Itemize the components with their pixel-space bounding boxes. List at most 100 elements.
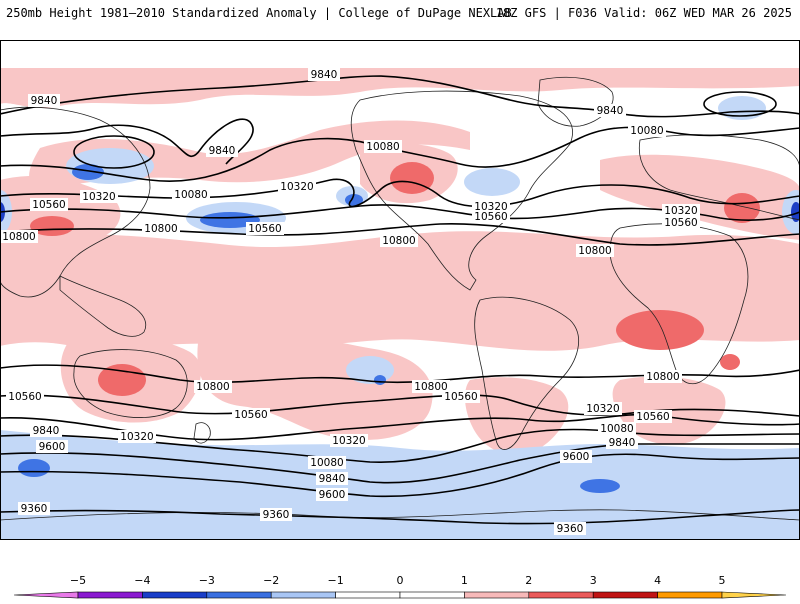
anomaly-min-south-pacific: [374, 375, 386, 385]
contour-9840-pacific: [0, 118, 254, 165]
contour-label: 10800: [644, 370, 682, 383]
map-area[interactable]: 9840 9840 9840 9840 10080 10080 10080 10…: [0, 40, 800, 540]
contour-label-text: 10560: [248, 223, 281, 235]
anomaly-south-pacific: [197, 328, 433, 440]
strong-positive-anomaly-shading: [30, 162, 760, 396]
contour-label-text: 10800: [578, 245, 611, 257]
contour-label: 9600: [36, 440, 68, 453]
contour-label-text: 10320: [120, 431, 153, 443]
contour-label-text: 9360: [557, 523, 584, 535]
contour-label-text: 9840: [311, 69, 338, 81]
colorbar-tick-label: −3: [199, 574, 215, 587]
header: 250mb Height 1981–2010 Standardized Anom…: [0, 0, 800, 28]
coast-antarctica: [0, 509, 800, 521]
model-run-label: 18Z GFS | F036 Valid: 06Z WED MAR 26 202…: [495, 6, 792, 20]
contour-label: 9840: [308, 68, 340, 81]
map-title: 250mb Height 1981–2010 Standardized Anom…: [6, 6, 512, 20]
contour-label: 10800: [0, 230, 38, 243]
colorbar-tick-label: −4: [134, 574, 150, 587]
contour-label: 9600: [316, 488, 348, 501]
anomaly-neg-scandinavia: [718, 96, 766, 120]
anomaly-max-asia: [30, 216, 74, 236]
colorbar-swatch: [206, 591, 272, 599]
contour-label: 10320: [118, 430, 156, 443]
contour-label-text: 9840: [33, 425, 60, 437]
contour-label-text: 10320: [332, 435, 365, 447]
coast-australia: [73, 349, 188, 418]
contour-label-text: 10800: [646, 371, 679, 383]
anomaly-min-east-edge: [791, 202, 800, 222]
contour-label-text: 9360: [21, 503, 48, 515]
contour-label: 10320: [330, 434, 368, 447]
contour-label-text: 10800: [382, 235, 415, 247]
contour-label-text: 10320: [82, 191, 115, 203]
contour-label-text: 10800: [414, 381, 447, 393]
contour-label: 10560: [30, 198, 68, 211]
colorbar-legend: −5 −4 −3 −2 −1 0 1 2 3 4 5: [0, 570, 800, 600]
colorbar-swatch: [270, 591, 336, 599]
anomaly-max-middle-east: [724, 193, 760, 223]
anomaly-max-south-africa: [720, 354, 740, 370]
contour-9600-south: [0, 453, 800, 498]
contour-label: 9840: [606, 436, 638, 449]
contour-label: 10080: [172, 188, 210, 201]
contour-label: 10560: [246, 222, 284, 235]
contour-label-text: 10080: [600, 423, 633, 435]
contour-label-text: 10800: [144, 223, 177, 235]
contour-label: 10560: [662, 216, 700, 229]
colorbar-tick-label: 0: [397, 574, 404, 587]
contour-10080-south: [0, 428, 800, 463]
contour-label: 9840: [316, 472, 348, 485]
coast-north-america: [350, 90, 573, 291]
contour-label: 9360: [260, 508, 292, 521]
colorbar-tick-label: 1: [461, 574, 468, 587]
colorbar-segments: [13, 591, 787, 599]
anomaly-polar-band: [0, 68, 800, 108]
colorbar-swatch: [335, 591, 401, 599]
colorbar-ticks: −5 −4 −3 −2 −1 0 1 2 3 4 5: [70, 574, 726, 587]
contour-label: 10320: [584, 402, 622, 415]
contour-label: 9360: [18, 502, 50, 515]
contour-label-text: 10560: [8, 391, 41, 403]
contour-9360-south: [0, 509, 800, 525]
contour-label: 10320: [278, 180, 316, 193]
contour-label-text: 10080: [310, 457, 343, 469]
contour-label-text: 9840: [319, 473, 346, 485]
anomaly-min-southern-b: [580, 479, 620, 493]
contour-label: 9840: [206, 144, 238, 157]
contour-label: 10800: [380, 234, 418, 247]
contour-label: 9600: [560, 450, 592, 463]
contour-label-text: 10320: [586, 403, 619, 415]
contour-closed-low-east-asia: [73, 135, 155, 169]
coast-new-zealand: [193, 422, 211, 444]
contour-label: 9840: [30, 424, 62, 437]
contour-label: 10560: [634, 410, 672, 423]
colorbar-tick-label: −1: [327, 574, 343, 587]
contour-label-text: 10560: [32, 199, 65, 211]
anomaly-map-svg: 9840 9840 9840 9840 10080 10080 10080 10…: [0, 40, 800, 540]
contour-labels: 9840 9840 9840 9840 10080 10080 10080 10…: [0, 68, 700, 535]
contour-9840-south: [0, 443, 800, 484]
contour-label: 10080: [364, 140, 402, 153]
colorbar-tick-label: 2: [525, 574, 532, 587]
contour-label-text: 9360: [263, 509, 290, 521]
coast-africa: [609, 223, 749, 384]
contour-label: 10800: [194, 380, 232, 393]
colorbar-swatch: [77, 591, 143, 599]
contour-label-text: 10080: [174, 189, 207, 201]
contour-label-text: 9840: [597, 105, 624, 117]
contour-label-text: 10320: [280, 181, 313, 193]
contour-label-text: 10080: [366, 141, 399, 153]
anomaly-neg-great-lakes: [464, 168, 520, 196]
contour-label-text: 10800: [196, 381, 229, 393]
contour-label-text: 9840: [31, 95, 58, 107]
contour-label: 9840: [594, 104, 626, 117]
colorbar-svg: −5 −4 −3 −2 −1 0 1 2 3 4 5: [13, 574, 787, 599]
anomaly-tropics-wide: [0, 231, 800, 351]
anomaly-min-southern-a: [18, 459, 50, 477]
contour-label-text: 10320: [664, 205, 697, 217]
colorbar-swatch: [464, 591, 530, 599]
contour-label-text: 9600: [563, 451, 590, 463]
contour-label-text: 9600: [319, 489, 346, 501]
anomaly-min-north-pacific: [200, 212, 260, 228]
